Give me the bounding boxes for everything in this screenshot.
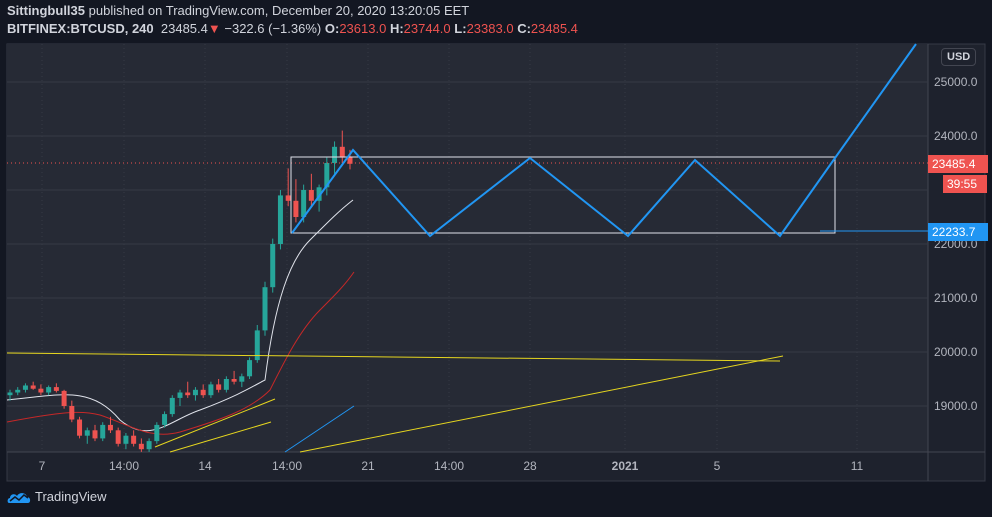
time-tick: 21 — [361, 459, 375, 473]
candle-body — [270, 244, 276, 288]
candle-body — [61, 390, 67, 406]
candle-body — [324, 163, 330, 188]
candle-body — [223, 379, 229, 390]
candle-body — [169, 397, 175, 415]
candle-body — [339, 146, 345, 158]
candle-body — [301, 190, 307, 217]
zigzag-projection[interactable] — [291, 43, 917, 238]
price-tick: 24000.0 — [934, 129, 978, 143]
time-tick: 11 — [850, 459, 864, 473]
currency-label[interactable]: USD — [941, 48, 977, 66]
candle-body — [131, 435, 137, 444]
symbol[interactable]: BITFINEX:BTCUSD, 240 — [7, 21, 154, 36]
candle-body — [162, 414, 168, 425]
ma-white-line — [6, 199, 354, 432]
candle-body — [107, 424, 113, 431]
last-price: 23485.4 — [160, 21, 208, 36]
candle-body — [138, 443, 144, 450]
candle-body — [69, 406, 75, 420]
low-label: L: — [454, 21, 467, 36]
plot-area[interactable] — [7, 44, 928, 452]
candle-body — [177, 392, 183, 398]
low-value: 23383.0 — [466, 21, 514, 36]
candle-body — [277, 195, 283, 244]
candle-body — [146, 441, 152, 450]
candle-body — [208, 384, 214, 396]
candle-body — [200, 389, 206, 396]
candle-body — [7, 392, 13, 396]
down-arrow-icon: ▼ — [207, 21, 221, 36]
candle-body — [154, 424, 160, 442]
candle-body — [115, 430, 121, 444]
price-tick: 19000.0 — [934, 399, 978, 413]
candle-body — [30, 385, 36, 389]
price-tick: 21000.0 — [934, 291, 978, 305]
open-label: O: — [324, 21, 340, 36]
last-price-tag: 23485.4 — [928, 155, 988, 173]
candle-body — [15, 389, 21, 393]
high-value: 23744.0 — [403, 21, 451, 36]
candle-body — [123, 435, 129, 444]
drawings[interactable] — [6, 43, 928, 453]
candle-body — [262, 287, 268, 331]
tradingview-cloud-icon — [7, 492, 31, 503]
trend-line-rising[interactable] — [299, 355, 784, 453]
tradingview-logo[interactable]: TradingView — [7, 489, 107, 504]
candle-body — [216, 384, 222, 390]
open-value: 23613.0 — [339, 21, 387, 36]
range-rectangle[interactable] — [290, 156, 836, 234]
candle-body — [285, 195, 291, 201]
publish-info: Sittingbull35 published on TradingView.c… — [7, 3, 469, 18]
candle-body — [332, 146, 338, 163]
candle-body — [239, 376, 245, 382]
trend-line-short-2[interactable] — [169, 421, 272, 453]
drawing-price-tag: 22233.7 — [928, 223, 988, 241]
candle-body — [22, 385, 28, 390]
candle-body — [38, 388, 44, 393]
close-label: C: — [517, 21, 531, 36]
candle-body — [308, 190, 314, 201]
candle-body — [192, 389, 198, 396]
time-tick: 14:00 — [433, 459, 465, 473]
time-tick: 28 — [523, 459, 537, 473]
price-tick: 20000.0 — [934, 345, 978, 359]
price-change: −322.6 (−1.36%) — [224, 21, 322, 36]
blue-trend-line[interactable] — [284, 405, 355, 453]
publish-date: published on TradingView.com, December 2… — [88, 3, 470, 18]
author: Sittingbull35 — [7, 3, 85, 18]
time-tick: 7 — [38, 459, 46, 473]
countdown-tag: 39:55 — [943, 175, 987, 193]
candles — [7, 130, 353, 452]
close-value: 23485.4 — [530, 21, 578, 36]
grid — [7, 44, 928, 452]
candle-body — [254, 330, 260, 361]
price-tick: 25000.0 — [934, 75, 978, 89]
candle-body — [92, 430, 98, 439]
candle-body — [77, 419, 83, 436]
ma-red-line — [6, 271, 355, 435]
candle-body — [84, 430, 90, 436]
candle-body — [46, 387, 52, 393]
candle-body — [316, 187, 322, 201]
candle-body — [247, 360, 253, 377]
candle-body — [100, 424, 106, 439]
time-tick: 14:00 — [108, 459, 140, 473]
trend-line-horizontal[interactable] — [6, 352, 781, 362]
candle-body — [185, 392, 191, 396]
time-tick: 2021 — [611, 459, 639, 473]
candle-body — [347, 156, 353, 164]
candle-body — [293, 200, 299, 217]
time-tick: 14:00 — [271, 459, 303, 473]
symbol-legend: BITFINEX:BTCUSD, 240 23485.4▼ −322.6 (−1… — [7, 21, 578, 36]
time-tick: 14 — [198, 459, 212, 473]
candle-body — [231, 379, 237, 382]
moving-averages — [6, 199, 355, 435]
high-label: H: — [389, 21, 404, 36]
candle-body — [53, 387, 59, 391]
trend-line-short-1[interactable] — [154, 398, 276, 448]
time-tick: 5 — [713, 459, 721, 473]
brand-name: TradingView — [35, 489, 107, 504]
